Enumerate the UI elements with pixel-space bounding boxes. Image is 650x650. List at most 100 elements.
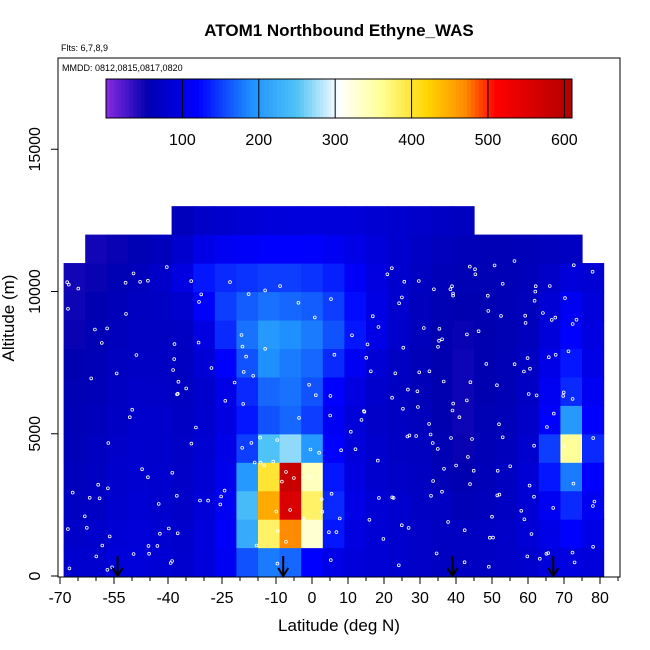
sample-point [473, 272, 478, 277]
heatmap-cell [517, 519, 540, 549]
sample-point [473, 267, 477, 272]
heatmap-cell [301, 490, 324, 520]
heatmap-cell [366, 206, 389, 236]
heatmap-cell [366, 348, 389, 378]
heatmap-cell [344, 348, 367, 378]
sample-point [168, 561, 173, 565]
sample-point [467, 264, 472, 269]
colorbar-segment [358, 79, 363, 118]
heatmap-cell [214, 547, 237, 577]
sample-point [332, 352, 337, 357]
heatmap-cell [344, 206, 367, 236]
sample-point [546, 551, 550, 555]
sample-point [334, 530, 339, 534]
heatmap-cell [366, 519, 389, 549]
colorbar-segment [416, 79, 422, 118]
sample-point [396, 563, 401, 568]
sample-point [280, 479, 284, 484]
colorbar-segment [331, 79, 336, 118]
sample-point [495, 383, 499, 388]
heatmap-cell [63, 291, 86, 321]
sample-point [591, 544, 595, 549]
sample-point [537, 556, 542, 561]
heatmap-cell [538, 490, 561, 520]
heatmap-cell [258, 348, 281, 378]
heatmap-cell [452, 376, 475, 406]
x-axis-tick-label: -55 [102, 590, 125, 607]
sample-point [228, 280, 232, 284]
colorbar-segment [540, 79, 546, 118]
heatmap-cell [430, 319, 453, 349]
heatmap-cell [322, 376, 345, 406]
heatmap-cell [409, 319, 432, 349]
colorbar-segment [257, 79, 262, 118]
heatmap-cell [517, 462, 540, 492]
heatmap-cell [344, 490, 367, 520]
heatmap-cell [344, 547, 367, 577]
heatmap-cell [301, 263, 324, 293]
y-axis-tick-label: 15000 [27, 127, 44, 172]
colorbar-segment [304, 79, 309, 118]
heatmap-cell [474, 319, 497, 349]
sample-point [497, 422, 501, 427]
sample-point [308, 474, 313, 479]
sample-point [156, 502, 161, 506]
sample-point [525, 356, 530, 360]
colorbar-segment [552, 79, 557, 118]
heatmap-cell [63, 490, 86, 520]
heatmap-cell [279, 234, 302, 264]
sample-point [131, 271, 136, 276]
heatmap-cell [582, 348, 605, 378]
heatmap-cell [322, 462, 345, 492]
heatmap-cell [344, 234, 367, 264]
heatmap-cell [495, 462, 518, 492]
sample-point [571, 263, 576, 268]
sample-point [329, 297, 333, 301]
sample-point [93, 327, 97, 332]
heatmap-cell [171, 519, 194, 549]
colorbar-segment [191, 79, 196, 118]
colorbar-segment [350, 79, 356, 118]
colorbar-segment [463, 79, 468, 118]
heatmap-cell [366, 490, 389, 520]
sample-point [258, 435, 262, 440]
sample-point [397, 301, 401, 306]
sample-point [523, 313, 527, 318]
heatmap-cell [366, 433, 389, 463]
sample-point [239, 333, 244, 337]
colorbar-tick-label: 100 [169, 132, 196, 149]
sample-point [114, 371, 119, 376]
sample-point [171, 368, 175, 372]
heatmap-cell [430, 376, 453, 406]
heatmap-cell [495, 319, 518, 349]
heatmap-cell [366, 234, 389, 264]
heatmap-cell [322, 405, 345, 435]
sample-point [155, 544, 160, 548]
heatmap-cell [106, 462, 129, 492]
colorbar-segment [175, 79, 181, 118]
heatmap-cell [236, 206, 259, 236]
heatmap-cell [63, 433, 86, 463]
heatmap-cell [193, 206, 216, 236]
sample-point [431, 479, 435, 483]
sample-points [65, 257, 597, 572]
heatmap-cell [387, 547, 410, 577]
colorbar-segment [152, 79, 157, 118]
heatmap-cell [495, 291, 518, 321]
sample-point [175, 493, 179, 498]
colorbar-segment [276, 79, 282, 118]
heatmap-cell [301, 291, 324, 321]
sample-point [551, 506, 555, 510]
sample-point [450, 408, 455, 413]
colorbar-segment [401, 79, 406, 118]
sample-point [105, 567, 110, 572]
heatmap-cell [474, 234, 497, 264]
colorbar-segment [109, 79, 115, 118]
sample-point [368, 369, 373, 374]
sample-point [327, 530, 331, 534]
colorbar-segment [125, 79, 130, 118]
heatmap-cell [474, 490, 497, 520]
heatmap-cell [63, 376, 86, 406]
colorbar-segment [548, 79, 554, 118]
